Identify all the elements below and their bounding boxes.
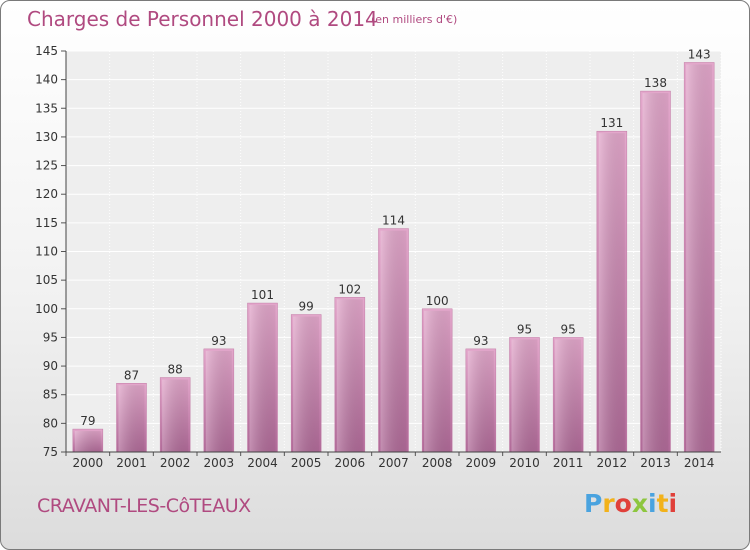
bar-highlight xyxy=(74,431,101,452)
bar-highlight xyxy=(336,299,363,452)
bar-highlight xyxy=(686,64,713,452)
bar-highlight xyxy=(511,339,538,452)
x-tick-label: 2001 xyxy=(116,456,147,470)
logo-letter: t xyxy=(656,489,669,518)
y-tick-label: 145 xyxy=(35,44,58,58)
bar-highlight xyxy=(205,350,232,452)
x-tick-label: 2011 xyxy=(553,456,584,470)
y-tick-label: 135 xyxy=(35,101,58,115)
logo-letter: x xyxy=(631,489,648,518)
bar-highlight xyxy=(642,93,669,452)
bar-highlight xyxy=(598,133,625,452)
x-tick-label: 2005 xyxy=(291,456,322,470)
y-tick-label: 140 xyxy=(35,73,58,87)
y-tick-label: 125 xyxy=(35,159,58,173)
y-tick-label: 90 xyxy=(43,359,58,373)
y-tick-label: 100 xyxy=(35,302,58,316)
y-tick-label: 105 xyxy=(35,273,58,287)
bar-highlight xyxy=(380,230,407,452)
commune-name: CRAVANT-LES-CôTEAUX xyxy=(37,495,251,517)
proxiti-logo[interactable]: Proxiti xyxy=(584,489,677,518)
y-tick-label: 85 xyxy=(43,388,58,402)
bar-value-label: 102 xyxy=(338,282,361,296)
x-tick-label: 2010 xyxy=(509,456,540,470)
bar-value-label: 143 xyxy=(688,47,711,61)
x-tick-label: 2008 xyxy=(422,456,453,470)
x-tick-label: 2000 xyxy=(73,456,104,470)
bar-value-label: 93 xyxy=(211,334,226,348)
x-tick-label: 2004 xyxy=(247,456,278,470)
x-tick-label: 2013 xyxy=(640,456,671,470)
bar-value-label: 93 xyxy=(473,334,488,348)
bar-value-label: 87 xyxy=(124,368,139,382)
y-tick-label: 80 xyxy=(43,416,58,430)
x-tick-label: 2002 xyxy=(160,456,191,470)
bar-value-label: 101 xyxy=(251,288,274,302)
bar-value-label: 79 xyxy=(80,414,95,428)
y-tick-label: 115 xyxy=(35,216,58,230)
y-tick-label: 75 xyxy=(43,445,58,459)
logo-letter: i xyxy=(668,489,678,518)
bar-value-label: 99 xyxy=(299,300,314,314)
bar-value-label: 100 xyxy=(426,294,449,308)
logo-letter: P xyxy=(584,489,603,518)
bar-value-label: 138 xyxy=(644,76,667,90)
chart-title: Charges de Personnel 2000 à 2014 xyxy=(27,7,378,31)
x-tick-label: 2012 xyxy=(597,456,628,470)
logo-letter: r xyxy=(602,489,615,518)
chart-unit: (en milliers d'€) xyxy=(371,13,458,26)
bar-highlight xyxy=(293,316,320,452)
x-tick-label: 2014 xyxy=(684,456,715,470)
x-tick-label: 2006 xyxy=(335,456,366,470)
bar-value-label: 114 xyxy=(382,214,405,228)
bar-value-label: 95 xyxy=(561,322,576,336)
y-tick-label: 95 xyxy=(43,330,58,344)
y-tick-label: 130 xyxy=(35,130,58,144)
bar-value-label: 95 xyxy=(517,322,532,336)
bar-highlight xyxy=(467,350,494,452)
x-tick-label: 2003 xyxy=(204,456,235,470)
bar-highlight xyxy=(249,305,276,452)
bar-value-label: 88 xyxy=(168,363,183,377)
bar-value-label: 131 xyxy=(600,116,623,130)
bar-highlight xyxy=(555,339,582,452)
bar-highlight xyxy=(162,379,189,452)
bar-highlight xyxy=(118,385,145,452)
logo-letter: i xyxy=(648,489,657,518)
y-tick-label: 120 xyxy=(35,187,58,201)
logo-letter: o xyxy=(614,489,632,518)
x-tick-label: 2009 xyxy=(466,456,497,470)
bar-highlight xyxy=(424,310,451,452)
x-tick-label: 2007 xyxy=(378,456,409,470)
y-tick-label: 110 xyxy=(35,245,58,259)
